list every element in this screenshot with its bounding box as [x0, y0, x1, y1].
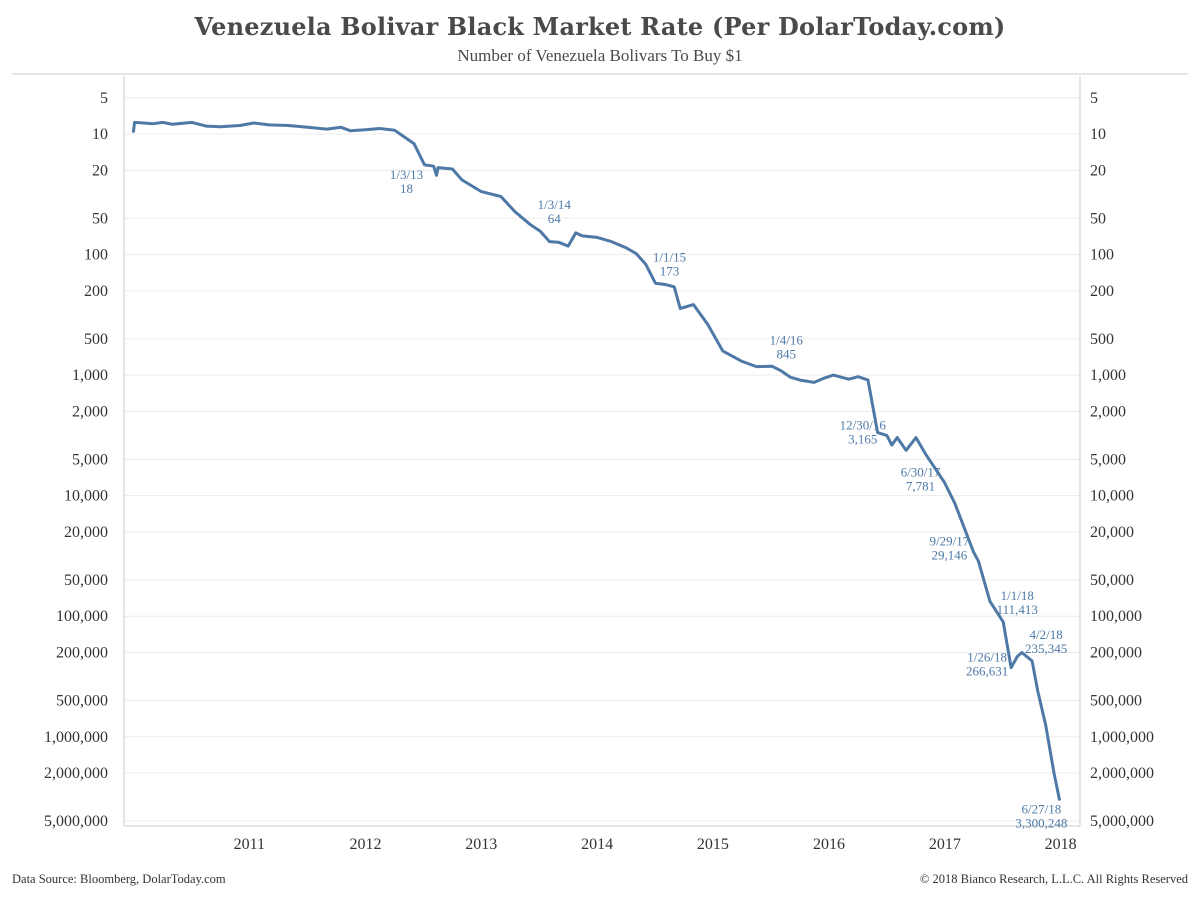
y-tick-label-right: 5,000 [1090, 451, 1126, 468]
annotation-value: 3,300,248 [1015, 815, 1067, 830]
y-tick-label-left: 1,000,000 [44, 729, 108, 746]
y-tick-label-right: 5,000,000 [1090, 813, 1154, 830]
y-tick-label-left: 50,000 [64, 572, 108, 589]
y-tick-label-left: 500 [84, 331, 108, 348]
annotation-date: 6/30/17 [901, 465, 941, 480]
annotation-date: 1/1/18 [1001, 588, 1034, 603]
left-axis-ticks: 5 10 20 50 100 200 500 1,000 2,000 5,000 10,000 20,… [44, 90, 108, 830]
x-tick-label: 2011 [234, 836, 265, 853]
y-tick-label-left: 200 [84, 283, 108, 300]
y-tick-label-right: 200 [1090, 283, 1114, 300]
chart-title: Venezuela Bolivar Black Market Rate (Per… [194, 12, 1006, 41]
annotation-value: 64 [548, 211, 562, 226]
y-tick-label-left: 5,000 [72, 451, 108, 468]
y-tick-label-left: 2,000,000 [44, 765, 108, 782]
x-tick-label: 2015 [697, 836, 729, 853]
y-tick-label-right: 20 [1090, 162, 1106, 179]
y-tick-label-left: 100,000 [56, 608, 108, 625]
series-line [132, 120, 1061, 801]
y-tick-label-right: 50 [1090, 210, 1106, 227]
annotation-date: 1/3/13 [390, 167, 423, 182]
y-tick-label-left: 10 [92, 126, 108, 143]
y-tick-label-left: 5,000,000 [44, 813, 108, 830]
annotation-date: 1/4/16 [770, 332, 804, 347]
y-tick-label-right: 10 [1090, 126, 1106, 143]
annotation-date: 4/2/18 [1029, 627, 1062, 642]
annotation-value: 111,413 [997, 602, 1038, 617]
x-tick-label: 2016 [813, 836, 845, 853]
chart-subtitle: Number of Venezuela Bolivars To Buy $1 [457, 46, 743, 65]
annotation-date: 6/27/18 [1022, 801, 1062, 816]
y-tick-label-right: 500,000 [1090, 692, 1142, 709]
y-tick-label-left: 2,000 [72, 403, 108, 420]
y-tick-label-left: 200,000 [56, 644, 108, 661]
y-tick-label-right: 50,000 [1090, 572, 1134, 589]
annotation-date: 12/30/16 [840, 417, 887, 432]
y-tick-label-right: 1,000,000 [1090, 729, 1154, 746]
gridlines [124, 97, 1080, 822]
y-tick-label-left: 100 [84, 247, 108, 264]
annotation: 6/27/183,300,248 [1015, 801, 1067, 830]
annotation-date: 1/26/18 [967, 650, 1007, 665]
y-tick-label-right: 100 [1090, 247, 1114, 264]
y-tick-label-left: 500,000 [56, 692, 108, 709]
y-tick-label-right: 5 [1090, 90, 1098, 107]
annotation-value: 173 [660, 263, 680, 278]
y-tick-label-right: 2,000 [1090, 403, 1126, 420]
x-tick-label: 2012 [349, 836, 381, 853]
annotation: 12/30/163,165 [840, 417, 887, 446]
y-tick-label-left: 5 [100, 90, 108, 107]
annotation-value: 266,631 [966, 664, 1008, 679]
y-tick-label-left: 50 [92, 210, 108, 227]
y-tick-label-right: 20,000 [1090, 524, 1134, 541]
annotation-date: 1/3/14 [538, 197, 572, 212]
x-tick-label: 2018 [1045, 836, 1077, 853]
y-tick-label-right: 10,000 [1090, 488, 1134, 505]
y-tick-label-left: 20 [92, 162, 108, 179]
y-tick-label-right: 2,000,000 [1090, 765, 1154, 782]
annotation-value: 7,781 [906, 479, 935, 494]
data-source: Data Source: Bloomberg, DolarToday.com [12, 872, 226, 886]
y-tick-label-right: 100,000 [1090, 608, 1142, 625]
annotation-date: 9/29/17 [930, 534, 970, 549]
x-tick-label: 2017 [929, 836, 961, 853]
y-tick-label-left: 20,000 [64, 524, 108, 541]
y-tick-label-right: 1,000 [1090, 367, 1126, 384]
annotation: 6/30/177,781 [901, 465, 941, 494]
y-tick-label-right: 500 [1090, 331, 1114, 348]
annotation-date: 1/1/15 [653, 249, 686, 264]
x-axis-ticks: 2011 2012 2013 2014 2015 2016 2017 2018 [234, 836, 1077, 853]
annotation-value: 29,146 [932, 548, 968, 563]
annotation-value: 3,165 [848, 431, 877, 446]
x-tick-label: 2014 [581, 836, 613, 853]
annotation-value: 235,345 [1025, 641, 1067, 656]
annotation-value: 18 [400, 181, 413, 196]
right-axis-ticks: 5 10 20 50 100 200 500 1,000 2,000 5,000 10,000 20,… [1090, 90, 1154, 830]
copyright: © 2018 Bianco Research, L.L.C. All Right… [919, 872, 1188, 886]
y-tick-label-right: 200,000 [1090, 644, 1142, 661]
y-tick-label-left: 1,000 [72, 367, 108, 384]
annotation-value: 845 [776, 346, 796, 361]
x-tick-label: 2013 [465, 836, 497, 853]
y-tick-label-left: 10,000 [64, 488, 108, 505]
